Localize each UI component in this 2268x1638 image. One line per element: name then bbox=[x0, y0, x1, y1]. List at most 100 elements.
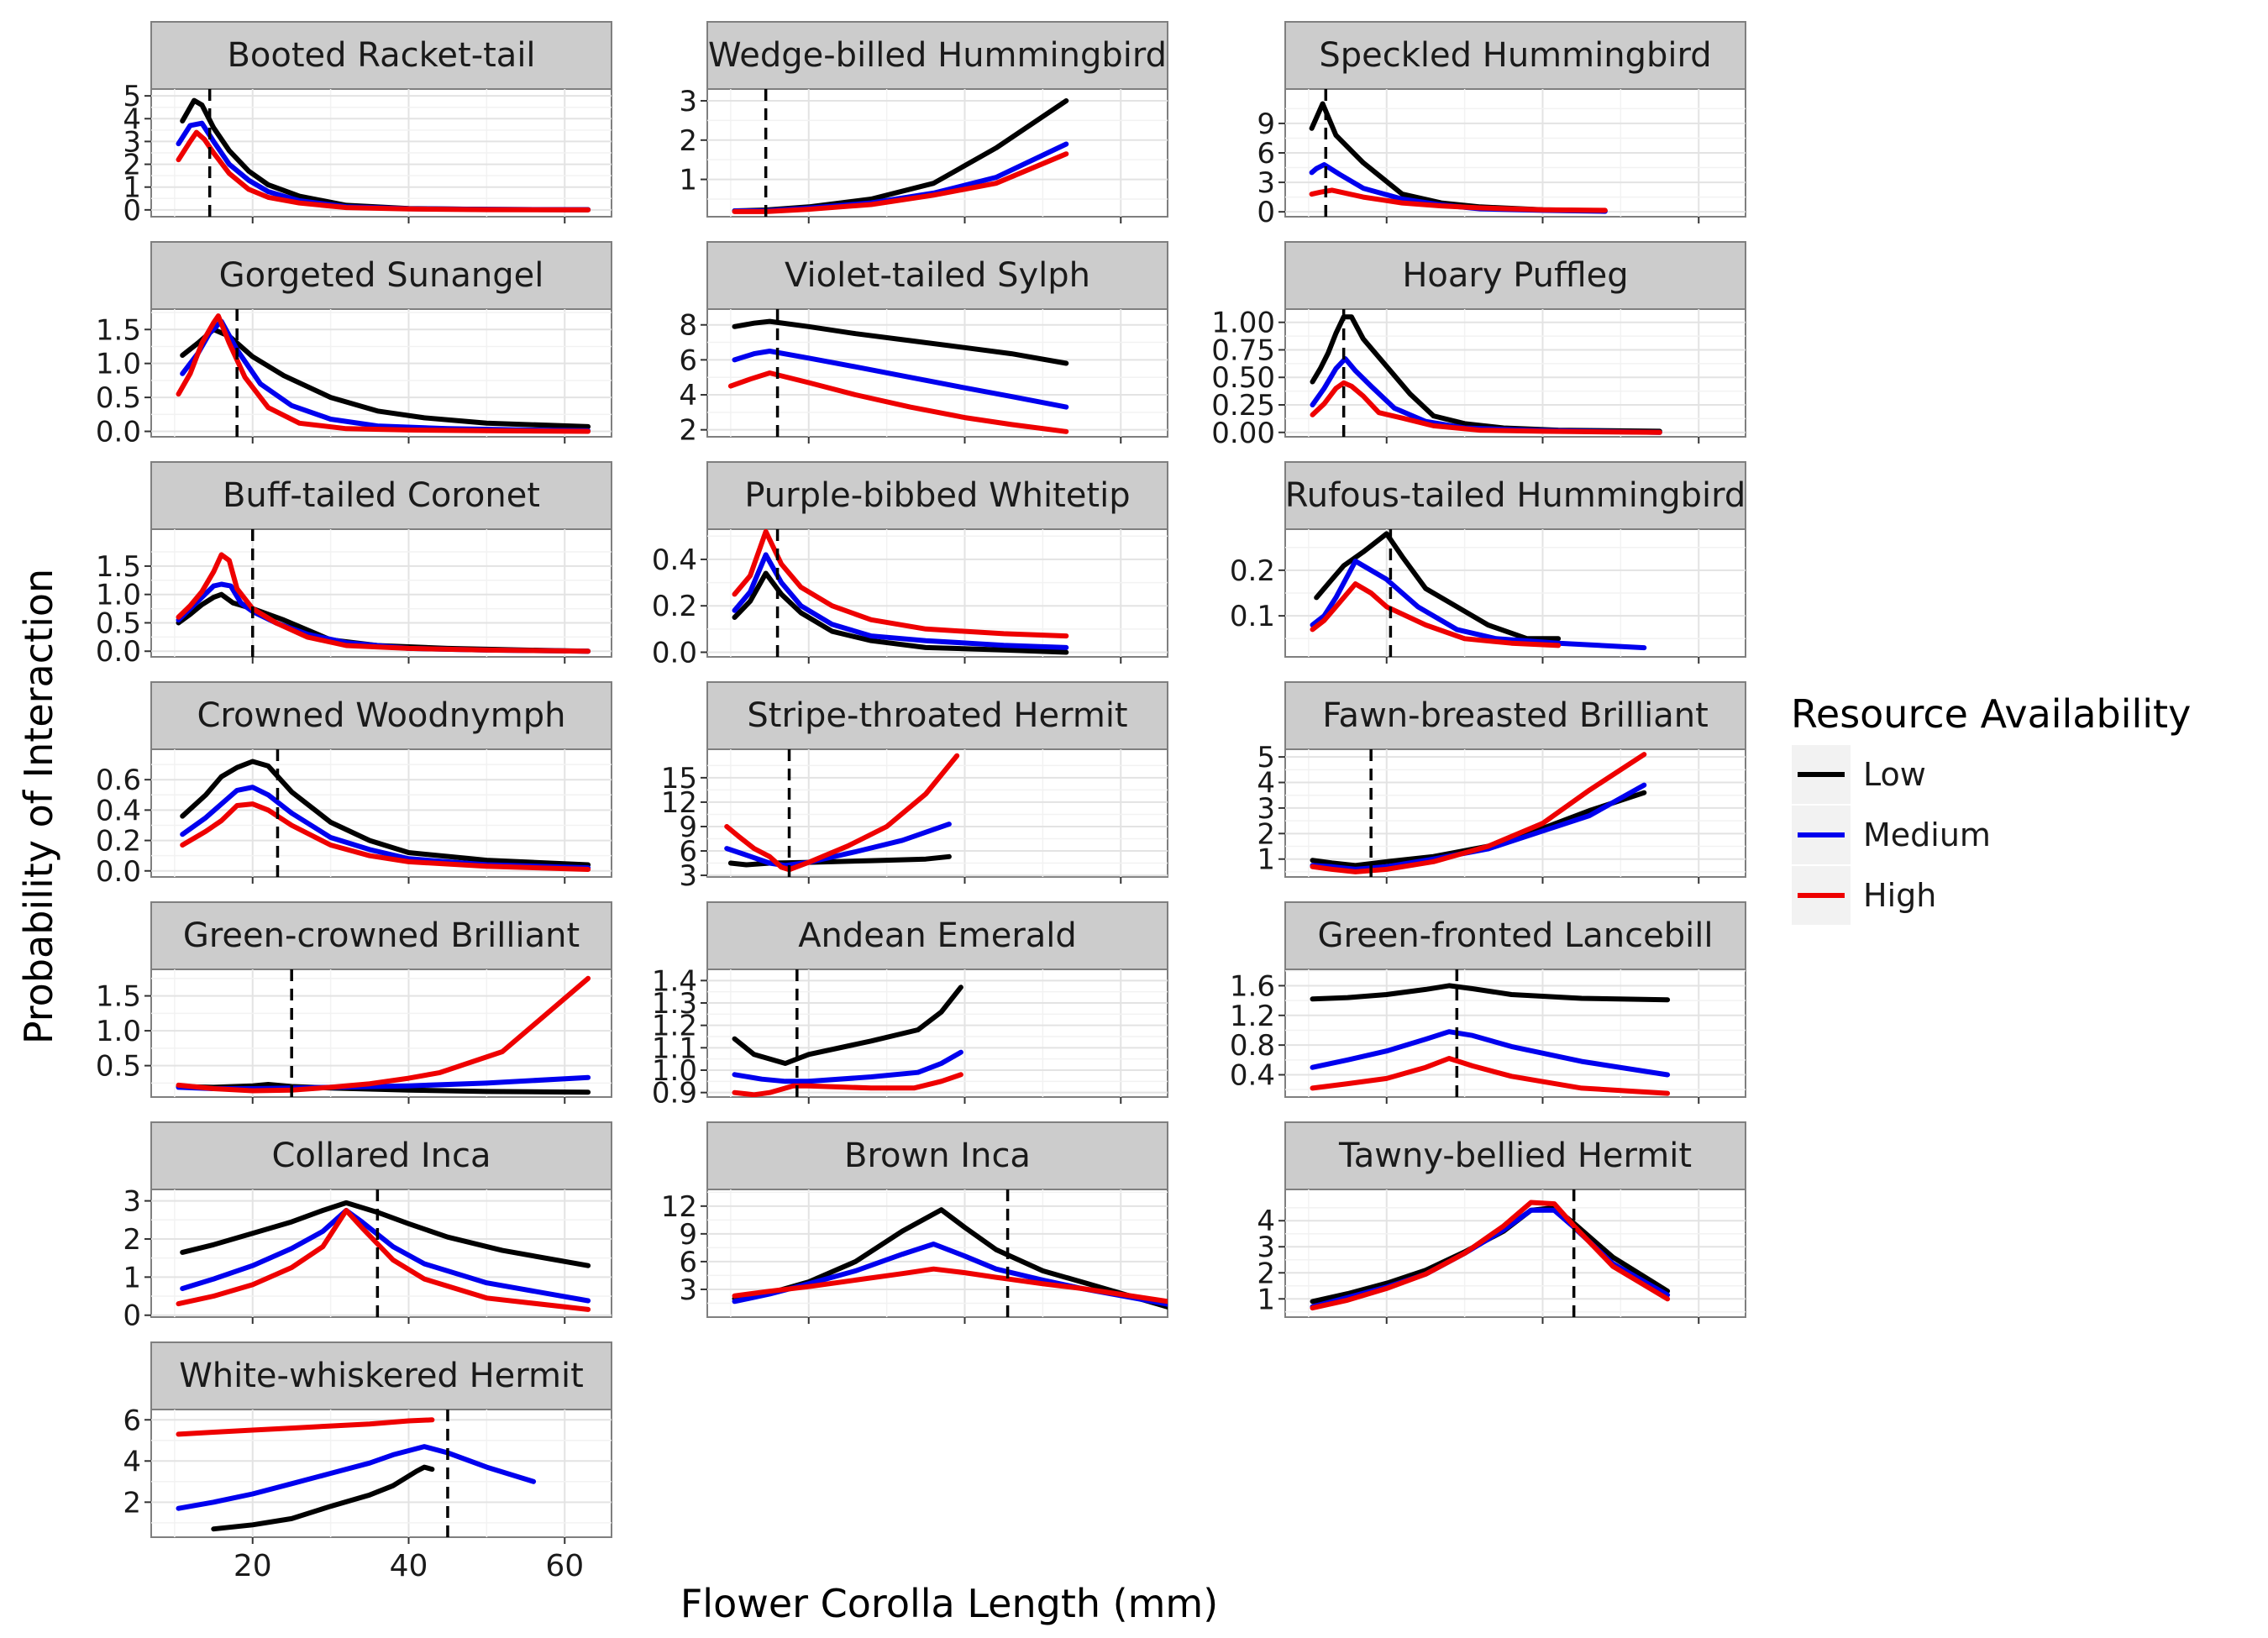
facet-strip bbox=[1284, 901, 1746, 970]
facet-panel: White-whiskered Hermit 2 4 6 20 40 60 bbox=[123, 1341, 612, 1583]
facet-title: Gorgeted Sunangel bbox=[219, 256, 544, 295]
series-group bbox=[176, 89, 591, 217]
plot-area bbox=[1284, 748, 1746, 878]
facet-strip bbox=[706, 21, 1168, 90]
facet-strip bbox=[706, 1121, 1168, 1190]
x-axis-title: Flower Corolla Length (mm) bbox=[680, 1581, 1218, 1626]
y-tick-label: 1.5 bbox=[96, 550, 141, 584]
facet-panel: Crowned Woodnymph 0.00.20.40.6 bbox=[96, 681, 612, 889]
facet-panel: Green-fronted Lancebill 0.40.81.21.6 bbox=[1230, 901, 1746, 1104]
x-tick-label: 60 bbox=[545, 1549, 584, 1583]
y-tick-label: 1.2 bbox=[652, 1010, 697, 1043]
plot-area bbox=[706, 88, 1168, 218]
y-tick-label: 5 bbox=[123, 80, 141, 113]
series-line-high bbox=[1310, 1056, 1671, 1096]
facet-strip bbox=[150, 21, 612, 90]
series-line-high bbox=[176, 1208, 591, 1312]
series-group bbox=[176, 1189, 591, 1317]
y-tick-label: 1.0 bbox=[96, 579, 141, 612]
facet-strip bbox=[1284, 1121, 1746, 1190]
facet-title: Green-fronted Lancebill bbox=[1318, 916, 1714, 955]
y-tick-label: 0.9 bbox=[652, 1077, 697, 1110]
series-line-low bbox=[211, 1464, 435, 1532]
series-line-high bbox=[176, 552, 591, 654]
y-tick-label: 0.0 bbox=[96, 855, 141, 889]
y-tick-label: 0.8 bbox=[1230, 1029, 1275, 1063]
facet-panel: Andean Emerald 0.91.01.11.21.31.4 bbox=[652, 901, 1168, 1110]
y-tick-label: 12 bbox=[661, 786, 697, 820]
y-tick-label: 1.0 bbox=[96, 1015, 141, 1048]
series-line-medium bbox=[732, 349, 1069, 410]
facet-panel: Collared Inca 0 1 2 3 bbox=[123, 1121, 612, 1333]
facet-title: Brown Inca bbox=[844, 1137, 1031, 1175]
x-tick-label: 40 bbox=[390, 1549, 428, 1583]
y-tick-label: 2 bbox=[1257, 817, 1275, 851]
y-tick-label: 2 bbox=[123, 1486, 141, 1520]
facet-panel: Gorgeted Sunangel 0.00.51.01.5 bbox=[96, 241, 612, 449]
plot-area bbox=[150, 308, 612, 438]
series-group bbox=[1310, 529, 1647, 657]
y-tick-label: 3 bbox=[1257, 166, 1275, 200]
legend-label: Low bbox=[1863, 756, 1926, 793]
legend-title: Resource Availability bbox=[1791, 691, 2191, 737]
legend-item-high: High bbox=[1790, 864, 1936, 927]
series-line-medium bbox=[180, 785, 591, 871]
series-group bbox=[732, 89, 1069, 217]
facet-strip bbox=[150, 241, 612, 310]
facet-title: Andean Emerald bbox=[798, 916, 1077, 955]
y-tick-label: 2 bbox=[123, 149, 141, 182]
y-tick-label: 15 bbox=[661, 762, 697, 795]
y-tick-label: 0.00 bbox=[1211, 417, 1275, 450]
plot-area bbox=[706, 969, 1168, 1098]
facet-strip bbox=[1284, 241, 1746, 310]
y-tick-label: 0 bbox=[1257, 196, 1275, 229]
y-tick-label: 8 bbox=[679, 309, 697, 343]
y-tick-label: 1.3 bbox=[652, 987, 697, 1021]
series-group bbox=[176, 1410, 537, 1537]
facet-strip bbox=[706, 461, 1168, 530]
y-tick-label: 0.6 bbox=[96, 764, 141, 797]
y-tick-label: 3 bbox=[1257, 792, 1275, 826]
facet-title: Stripe-throated Hermit bbox=[747, 696, 1127, 735]
facet-title: Fawn-breasted Brilliant bbox=[1322, 696, 1709, 735]
y-tick-label: 0.1 bbox=[1230, 600, 1275, 633]
series-line-medium bbox=[732, 1049, 963, 1084]
y-tick-label: 4 bbox=[123, 102, 141, 136]
series-line-high bbox=[176, 313, 591, 434]
facet-title: White-whiskered Hermit bbox=[179, 1357, 584, 1395]
facet-title: Violet-tailed Sylph bbox=[785, 256, 1090, 295]
y-tick-label: 6 bbox=[679, 1246, 697, 1279]
facet-strip bbox=[706, 681, 1168, 750]
y-tick-label: 12 bbox=[661, 1190, 697, 1224]
y-tick-label: 3 bbox=[679, 1273, 697, 1307]
y-tick-label: 4 bbox=[1257, 767, 1275, 801]
y-tick-label: 0.50 bbox=[1211, 361, 1275, 395]
plot-area bbox=[150, 969, 612, 1098]
y-tick-label: 3 bbox=[1257, 1231, 1275, 1264]
y-tick-label: 4 bbox=[123, 1445, 141, 1478]
facet-panel: Rufous-tailed Hummingbird 0.1 0.2 bbox=[1230, 461, 1746, 664]
series-group bbox=[180, 749, 591, 877]
y-tick-label: 1.00 bbox=[1211, 307, 1275, 340]
series-line-low bbox=[1310, 983, 1671, 1003]
y-tick-label: 2 bbox=[679, 124, 697, 158]
series-line-medium bbox=[1310, 1029, 1671, 1078]
legend: Resource Availability Low Medium High bbox=[1790, 691, 2191, 927]
series-group bbox=[724, 749, 960, 877]
series-group bbox=[176, 969, 591, 1097]
plot-area bbox=[706, 308, 1168, 438]
series-line-low bbox=[732, 570, 1069, 655]
facet-title: Wedge-billed Hummingbird bbox=[708, 36, 1167, 75]
y-tick-label: 1 bbox=[123, 171, 141, 205]
series-line-medium bbox=[176, 1444, 537, 1511]
y-tick-label: 9 bbox=[1257, 108, 1275, 141]
y-tick-label: 1.2 bbox=[1230, 1000, 1275, 1033]
series-line-high bbox=[732, 1072, 963, 1097]
series-line-medium bbox=[732, 552, 1069, 650]
plot-area bbox=[150, 1409, 612, 1538]
